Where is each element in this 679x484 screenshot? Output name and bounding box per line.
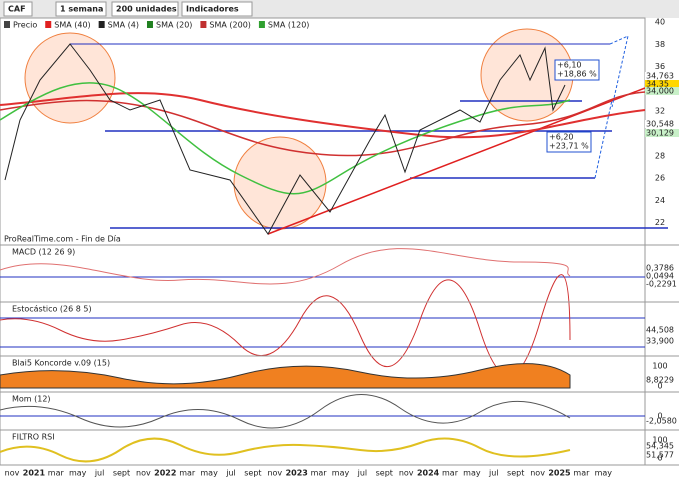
panel-tag: 51,577 — [646, 451, 674, 460]
toolbar-label: 1 semana — [60, 5, 103, 14]
legend-label: SMA (200) — [209, 21, 251, 30]
panel-axis-label: 100 — [652, 436, 667, 445]
price-axis-label: 24 — [655, 196, 665, 205]
chart-area — [0, 17, 646, 466]
time-axis-label: mar — [573, 469, 590, 478]
panel-tag: 54,345 — [646, 442, 674, 451]
annotation-box — [554, 59, 600, 81]
time-axis-label: jul — [94, 469, 105, 478]
legend-swatch — [4, 21, 10, 28]
price-axis-label: 28 — [655, 151, 665, 160]
toolbar-button[interactable] — [3, 1, 33, 17]
legend-swatch — [146, 21, 153, 28]
time-axis-label: nov — [399, 469, 414, 478]
time-axis-label: may — [332, 469, 350, 478]
legend-label: SMA (40) — [54, 21, 90, 30]
time-axis-label: jul — [357, 469, 368, 478]
annotation-box — [546, 131, 592, 153]
price-drawing — [0, 28, 668, 235]
price-tag — [645, 72, 679, 80]
legend-swatch — [258, 21, 265, 28]
source-label: ProRealTime.com - Fin de Día — [4, 235, 121, 244]
time-axis-label: mar — [442, 469, 459, 478]
price-tag-label: 30,548 — [646, 120, 674, 129]
time-axis-label: nov — [136, 469, 151, 478]
price-axis-label: 32 — [655, 107, 665, 116]
price-tag — [645, 120, 679, 128]
legend-swatch — [98, 21, 105, 28]
price-tag — [645, 129, 679, 137]
price-tag-label: 34,35 — [646, 80, 669, 89]
time-axis-label: 2023 — [286, 469, 308, 478]
time-axis-label: may — [69, 469, 87, 478]
toolbar-button[interactable] — [111, 1, 179, 17]
panel-axis-label: 0 — [657, 412, 662, 421]
price-axis-label: 22 — [655, 218, 665, 227]
price-tag-label: 34,000 — [646, 87, 674, 96]
time-axis-label: nov — [530, 469, 545, 478]
annotation-text: +6,20 — [549, 133, 574, 142]
price-axis-label: 38 — [655, 40, 665, 49]
panel-title: Mom (12) — [12, 395, 51, 404]
legend-swatch — [45, 21, 52, 28]
time-axis-label: sept — [376, 469, 393, 478]
panel-tag: 44,508 — [646, 326, 674, 335]
time-axis-label: may — [200, 469, 218, 478]
indicator-drawing — [0, 248, 645, 463]
time-axis-label: may — [463, 469, 481, 478]
time-axis-label: mar — [311, 469, 328, 478]
panel-tag: 0,0494 — [646, 272, 674, 281]
price-axis-label: 40 — [655, 18, 665, 27]
panel-tag: 0,3786 — [646, 264, 674, 273]
time-axis-label: sept — [113, 469, 130, 478]
legend-label: SMA (4) — [108, 21, 139, 30]
toolbar-button[interactable] — [181, 1, 253, 17]
annotation-text: +23,71 % — [549, 142, 589, 151]
toolbar-button[interactable] — [55, 1, 107, 17]
legend-swatch — [200, 21, 207, 28]
time-axis-label: mar — [179, 469, 196, 478]
panel-axis-label: 100 — [652, 362, 667, 371]
annotation-text: +6,10 — [557, 61, 582, 70]
panel-axis-label: 0 — [657, 382, 662, 391]
price-tag — [645, 87, 679, 95]
toolbar-label: 200 unidades — [116, 5, 177, 14]
time-axis-label: may — [595, 469, 613, 478]
time-axis-label: nov — [267, 469, 282, 478]
panel-tag: -2,0580 — [646, 417, 677, 426]
panel-tag: -0,2291 — [646, 280, 677, 289]
panel-tag: 33,900 — [646, 337, 674, 346]
panel-tag: 8,8229 — [646, 376, 674, 385]
time-axis-label: jul — [488, 469, 499, 478]
price-axis-label: 26 — [655, 174, 665, 183]
price-tag-label: 34,763 — [646, 72, 674, 81]
legend-label: SMA (120) — [268, 21, 310, 30]
toolbar-label: Indicadores — [186, 5, 239, 14]
price-axis-label: 36 — [655, 62, 665, 71]
toolbar-label: CAF — [8, 5, 26, 14]
legend-label: SMA (20) — [156, 21, 192, 30]
time-axis-label: 2022 — [154, 469, 176, 478]
price-tag-label: 30,129 — [646, 129, 674, 138]
time-axis-label: 2025 — [548, 469, 571, 478]
panel-title: FILTRO RSI — [12, 433, 55, 442]
time-axis-label: jul — [225, 469, 236, 478]
time-axis-label: nov — [5, 469, 20, 478]
annotation-text: +18,86 % — [557, 70, 597, 79]
price-tag — [645, 80, 679, 88]
legend-label: Precio — [13, 21, 37, 30]
time-axis-label: 2024 — [417, 469, 440, 478]
panel-title: Blai5 Koncorde v.09 (15) — [12, 359, 110, 368]
panel-title: MACD (12 26 9) — [12, 248, 75, 257]
time-axis-label: 2021 — [23, 469, 46, 478]
time-axis-label: sept — [507, 469, 524, 478]
time-axis-label: mar — [48, 469, 65, 478]
panel-title: Estocástico (26 8 5) — [12, 305, 92, 314]
panel-axis-label: 0 — [657, 454, 662, 463]
time-axis-label: sept — [244, 469, 261, 478]
